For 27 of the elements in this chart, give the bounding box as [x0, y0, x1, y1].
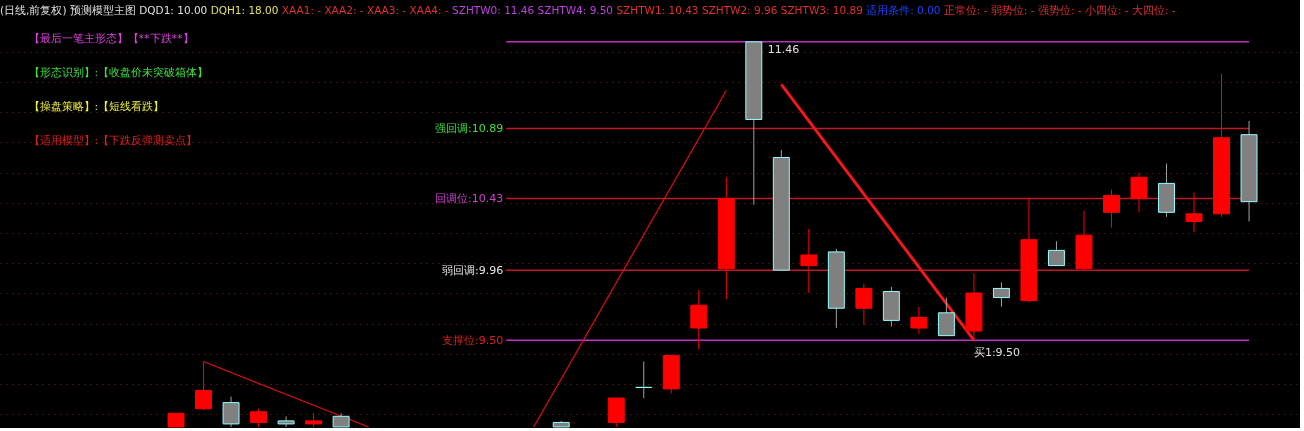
annotation: 【适用模型】:【下跌反弹测卖点】 [28, 134, 198, 147]
candlestick [800, 228, 818, 294]
candlestick [635, 361, 653, 399]
annotation: 11.46 [767, 42, 800, 56]
annotation: 买1:9.50 [973, 346, 1021, 360]
candlestick [855, 283, 873, 326]
candlestick [1103, 188, 1120, 229]
candlestick [222, 396, 240, 428]
chart-title: (日线,前复权) [0, 4, 67, 16]
candlestick [250, 408, 268, 428]
candlestick [195, 361, 213, 411]
candlestick [937, 297, 955, 337]
annotation: 【操盘策略】:【短线看跌】 [28, 100, 165, 113]
ref-line-label: 支撑位:9.50 [441, 333, 504, 347]
text: 预测模型主图 DQD1: 10.00 DQH1: 18.00 XAA1: - XAA2: - XAA3: - XAA4: - SZHTW0: 11.46 SZHTW4: 9.50 SZHTW1: 10.43 SZHTW2: 9.96 SZHTW3: 10.89 适用条件: 0.00 正常位: - 弱势位: - 强势位: - 小四位: - 大四位: - [69, 4, 1176, 16]
annotation: 【最后一笔主形态】【**下跌**】 [28, 32, 194, 45]
ref-line-label: 强回调:10.89 [435, 122, 504, 136]
candlestick [1047, 240, 1065, 267]
candlestick [1185, 192, 1203, 233]
ref-line-label: 回调位:10.43 [435, 192, 504, 206]
candlestick [992, 281, 1010, 308]
candlestick [277, 415, 295, 428]
candlestick [1130, 172, 1148, 213]
annotation: 【形态识别】:【收盘价未突破箱体】 [28, 66, 209, 79]
candlestick [690, 289, 708, 350]
candlestick [910, 306, 928, 335]
ref-line-label: 弱回调:9.96 [441, 263, 504, 277]
